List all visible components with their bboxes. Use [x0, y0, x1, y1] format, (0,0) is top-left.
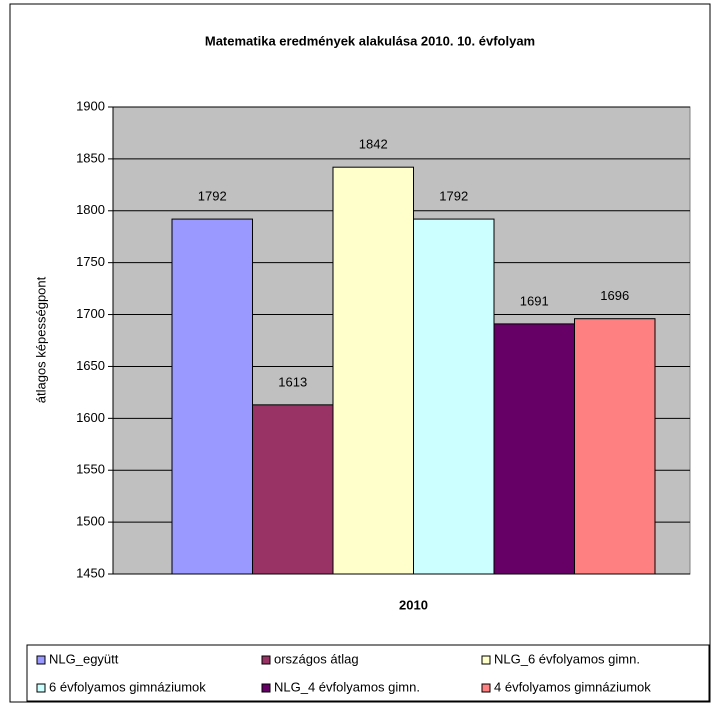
data-label: 1792 — [198, 189, 227, 204]
data-label: 1792 — [439, 189, 468, 204]
legend-swatch — [481, 655, 491, 665]
data-label: 1842 — [359, 137, 388, 152]
bar — [332, 166, 414, 575]
bar — [413, 218, 495, 575]
legend-label: országos átlag — [274, 651, 359, 666]
legend-label: 6 évfolyamos gimnáziumok — [49, 679, 206, 694]
x-tick-label: 2010 — [399, 597, 428, 612]
y-axis-label: átlagos képességpont — [33, 276, 48, 403]
bar — [171, 218, 253, 575]
legend-label: 4 évfolyamos gimnáziumok — [494, 679, 651, 694]
y-tick-label: 1500 — [76, 514, 105, 529]
legend-swatch — [36, 683, 46, 693]
chart-title: Matematika eredmények alakulása 2010. 10… — [205, 33, 535, 48]
legend-label: NLG_4 évfolyamos gimn. — [274, 679, 420, 694]
bar — [493, 323, 575, 575]
legend-swatch — [261, 655, 271, 665]
y-tick-label: 1750 — [76, 254, 105, 269]
legend-swatch — [36, 655, 46, 665]
legend-label: NLG_6 évfolyamos gimn. — [494, 651, 640, 666]
y-tick-label: 1700 — [76, 306, 105, 321]
data-label: 1696 — [600, 288, 629, 303]
y-tick-label: 1850 — [76, 150, 105, 165]
legend-box — [26, 644, 710, 702]
data-label: 1613 — [278, 374, 307, 389]
legend-swatch — [261, 683, 271, 693]
data-label: 1691 — [520, 293, 549, 308]
y-tick-label: 1800 — [76, 202, 105, 217]
legend-swatch — [481, 683, 491, 693]
y-tick-label: 1550 — [76, 462, 105, 477]
y-tick-label: 1900 — [76, 98, 105, 113]
y-tick-label: 1600 — [76, 410, 105, 425]
legend-label: NLG_együtt — [49, 651, 119, 666]
bar — [252, 404, 334, 575]
bar — [574, 318, 656, 575]
y-tick-label: 1650 — [76, 358, 105, 373]
y-tick-label: 1450 — [76, 565, 105, 580]
